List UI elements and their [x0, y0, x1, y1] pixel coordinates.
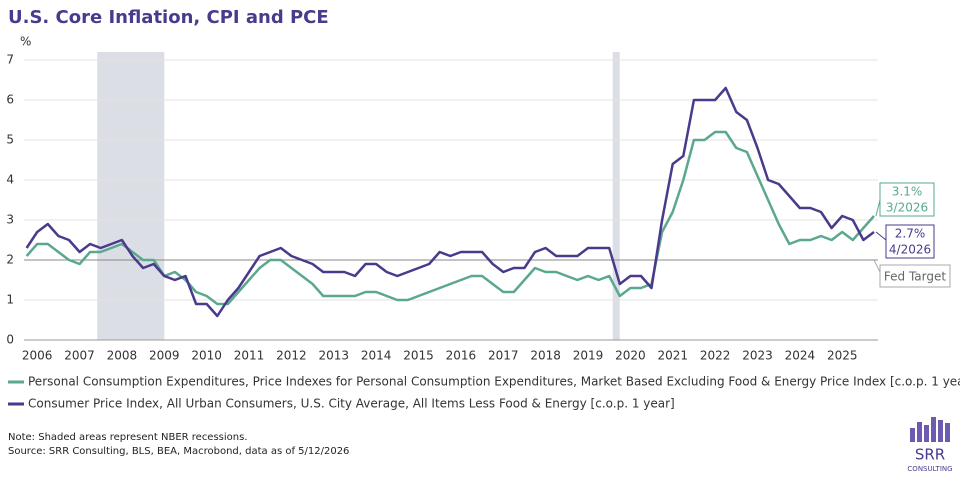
x-tick-label: 2017: [488, 349, 519, 363]
x-tick-label: 2025: [827, 349, 858, 363]
chart-title: U.S. Core Inflation, CPI and PCE: [8, 7, 329, 28]
x-tick-label: 2007: [64, 349, 95, 363]
x-tick-label: 2021: [657, 349, 688, 363]
annotation-date: 4/2026: [889, 243, 931, 257]
recession-band: [97, 52, 165, 340]
x-tick-label: 2009: [149, 349, 180, 363]
series-line: [25, 86, 875, 318]
annotation-value: 3.1%: [892, 185, 923, 199]
y-tick-label: 5: [6, 133, 14, 147]
annotation-box: 3.1% 3/2026: [879, 182, 935, 217]
series-line: [25, 130, 875, 306]
reference-text: Fed Target: [884, 270, 946, 284]
x-tick-label: 2013: [319, 349, 350, 363]
x-tick-label: 2018: [530, 349, 561, 363]
annotation-frame: [885, 224, 935, 259]
y-tick-label: 1: [6, 293, 14, 307]
y-axis-label: %: [20, 35, 31, 49]
x-tick-label: 2022: [700, 349, 731, 363]
x-tick-label: 2012: [276, 349, 307, 363]
x-tick-label: 2023: [742, 349, 773, 363]
x-tick-label: 2011: [234, 349, 265, 363]
y-tick-label: 3: [6, 213, 14, 227]
annotation-date: 3/2026: [886, 201, 928, 215]
legend-label: Consumer Price Index, All Urban Consumer…: [28, 397, 675, 411]
x-tick-label: 2019: [573, 349, 604, 363]
annotation-value: 2.7%: [895, 227, 926, 241]
x-tick-label: 2008: [107, 349, 138, 363]
annotation-connector: [875, 231, 887, 241]
y-tick-label: 4: [6, 173, 14, 187]
logo-name: SRR: [915, 446, 945, 464]
y-tick-label: 6: [6, 93, 14, 107]
reference-frame: [879, 264, 951, 288]
recession-band: [612, 52, 620, 340]
legend-label: Personal Consumption Expenditures, Price…: [28, 375, 960, 389]
reference-label: Fed Target: [879, 264, 951, 288]
annotation-connector: [875, 199, 881, 217]
annotation-box: 2.7% 4/2026: [885, 224, 935, 259]
y-tick-label: 2: [6, 253, 14, 267]
x-tick-label: 2024: [785, 349, 816, 363]
logo-subtitle: CONSULTING: [907, 465, 952, 473]
annotation-frame: [879, 182, 935, 217]
x-tick-label: 2014: [361, 349, 392, 363]
y-tick-label: 0: [6, 333, 14, 347]
x-tick-label: 2006: [22, 349, 53, 363]
y-tick-label: 7: [6, 53, 14, 67]
x-tick-label: 2016: [446, 349, 477, 363]
source: Source: SRR Consulting, BLS, BEA, Macrob…: [8, 446, 349, 457]
note: Note: Shaded areas represent NBER recess…: [8, 432, 248, 443]
reference-connector: [873, 259, 881, 273]
x-tick-label: 2015: [403, 349, 434, 363]
logo: SRR CONSULTING: [907, 417, 953, 473]
x-tick-label: 2010: [191, 349, 222, 363]
x-tick-label: 2020: [615, 349, 646, 363]
